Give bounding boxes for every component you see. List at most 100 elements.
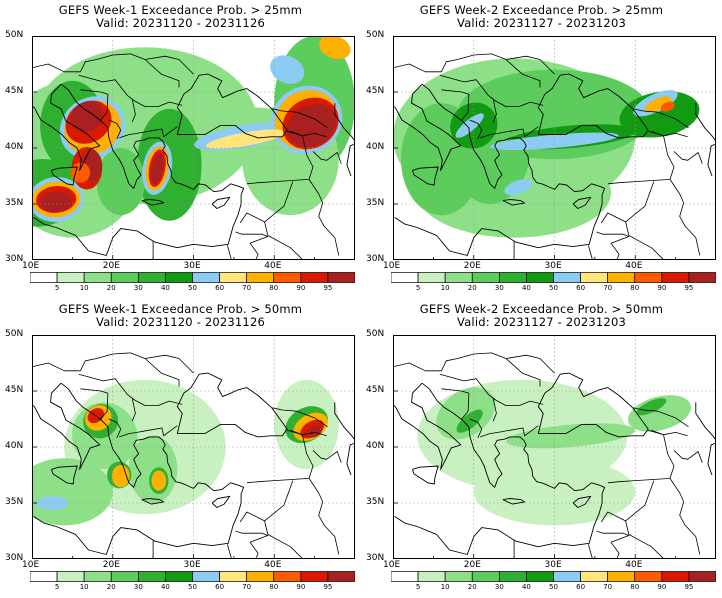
longitude-label: 40E [264, 261, 282, 271]
colorbar-level-label: 80 [269, 583, 279, 591]
colorbar-swatch [471, 571, 500, 582]
country-border [505, 358, 541, 387]
panel-valid-dates: Valid: 20231127 - 20231203 [457, 315, 626, 329]
probability-contour [286, 103, 336, 148]
country-border [393, 53, 555, 75]
colorbar-level-label: 10 [79, 284, 89, 292]
colorbar-swatch [246, 272, 275, 283]
probability-contour [151, 470, 167, 491]
latitude-label: 45N [5, 86, 24, 96]
coastline [176, 73, 288, 139]
country-border [235, 231, 269, 260]
panel-valid-dates: Valid: 20231127 - 20231203 [457, 16, 626, 30]
colorbar-swatch [471, 272, 500, 283]
latitude-label: 30N [5, 553, 24, 563]
country-border [492, 397, 497, 422]
colorbar-level-label: 80 [630, 583, 640, 591]
colorbar-level-label: 90 [296, 583, 306, 591]
panel-valid-dates: Valid: 20231120 - 20231126 [96, 315, 265, 329]
country-border [633, 407, 689, 428]
colorbar-swatch [246, 571, 275, 582]
country-border [131, 98, 136, 123]
colorbar-level-label: 30 [494, 284, 504, 292]
colorbar-level-label: 20 [467, 583, 477, 591]
country-border [469, 418, 483, 439]
longitude-label: 10E [383, 261, 401, 271]
probability-map [32, 36, 355, 260]
colorbar-level-label: 50 [188, 284, 197, 292]
colorbar-swatch [192, 571, 220, 582]
colorbar-level-label: 50 [549, 284, 558, 292]
colorbar-level-label: 40 [521, 583, 531, 591]
country-border [32, 352, 194, 374]
probability-contour [40, 191, 73, 212]
country-border [673, 151, 703, 164]
latitude-label: 50N [5, 30, 24, 40]
probability-contour [96, 148, 145, 216]
colorbar-swatch [607, 571, 636, 582]
coastline [141, 498, 165, 505]
colorbar-level-label: 90 [657, 284, 667, 292]
colorbar-level-label: 95 [323, 284, 333, 292]
colorbar-level-label: 20 [106, 583, 116, 591]
latitude-label: 45N [5, 385, 24, 395]
longitude-label: 30E [544, 560, 562, 570]
country-border [633, 108, 689, 129]
country-border [108, 119, 122, 140]
colorbar-swatch [83, 272, 112, 283]
panel-valid-dates: Valid: 20231120 - 20231126 [96, 16, 265, 30]
latitude-label: 35N [366, 497, 385, 507]
colorbar-swatch [661, 571, 690, 582]
country-border [312, 151, 342, 164]
country-border [272, 407, 328, 428]
country-border [669, 478, 701, 555]
probability-contour [206, 129, 286, 149]
coastline [537, 73, 649, 139]
longitude-label: 30E [544, 261, 562, 271]
colorbar-level-label: 70 [603, 284, 613, 292]
colorbar-level-label: 5 [54, 284, 60, 292]
probability-contour [456, 409, 483, 433]
country-border [596, 530, 630, 559]
map-panel-2: GEFS Week-2 Exceedance Prob. > 25mm Valid… [361, 0, 722, 299]
country-border [308, 179, 340, 256]
colorbar-level-label: 30 [494, 583, 504, 591]
colorbar-swatch [273, 272, 302, 283]
colorbar-swatch [580, 571, 609, 582]
colorbar-level-label: 40 [160, 284, 170, 292]
latitude-label: 30N [366, 254, 385, 264]
country-border [669, 179, 701, 256]
country-border [625, 520, 665, 559]
map-panel-3: GEFS Week-1 Exceedance Prob. > 50mm Valid… [0, 299, 361, 598]
country-border [596, 231, 630, 260]
colorbar-swatch [607, 272, 636, 283]
probability-map [32, 335, 355, 559]
colorbar-level-label: 5 [415, 583, 421, 591]
coastline [211, 196, 231, 209]
country-border [227, 245, 232, 260]
colorbar-swatch [137, 272, 166, 283]
colorbar-level-label: 60 [215, 583, 225, 591]
longitude-label: 10E [22, 261, 40, 271]
colorbar-swatch [553, 272, 581, 283]
country-border [480, 126, 539, 139]
longitude-label: 30E [183, 560, 201, 570]
colorbar-level-label: 60 [576, 284, 586, 292]
colorbar-swatch [110, 272, 139, 283]
colorbar-level-label: 90 [657, 583, 667, 591]
colorbar-swatch [327, 272, 355, 283]
coastline [411, 465, 439, 485]
country-border [308, 478, 340, 555]
country-border [600, 181, 655, 224]
colorbar-level-label: 50 [549, 583, 558, 591]
colorbar-swatch [219, 272, 248, 283]
colorbar-swatch [526, 272, 554, 283]
colorbar-swatch [526, 571, 554, 582]
probability-contour [455, 113, 484, 138]
country-border [144, 358, 180, 387]
country-border [227, 544, 232, 559]
coastline [502, 199, 526, 206]
colorbar-level-label: 90 [296, 284, 306, 292]
country-border [264, 520, 304, 559]
coastline [211, 495, 231, 508]
